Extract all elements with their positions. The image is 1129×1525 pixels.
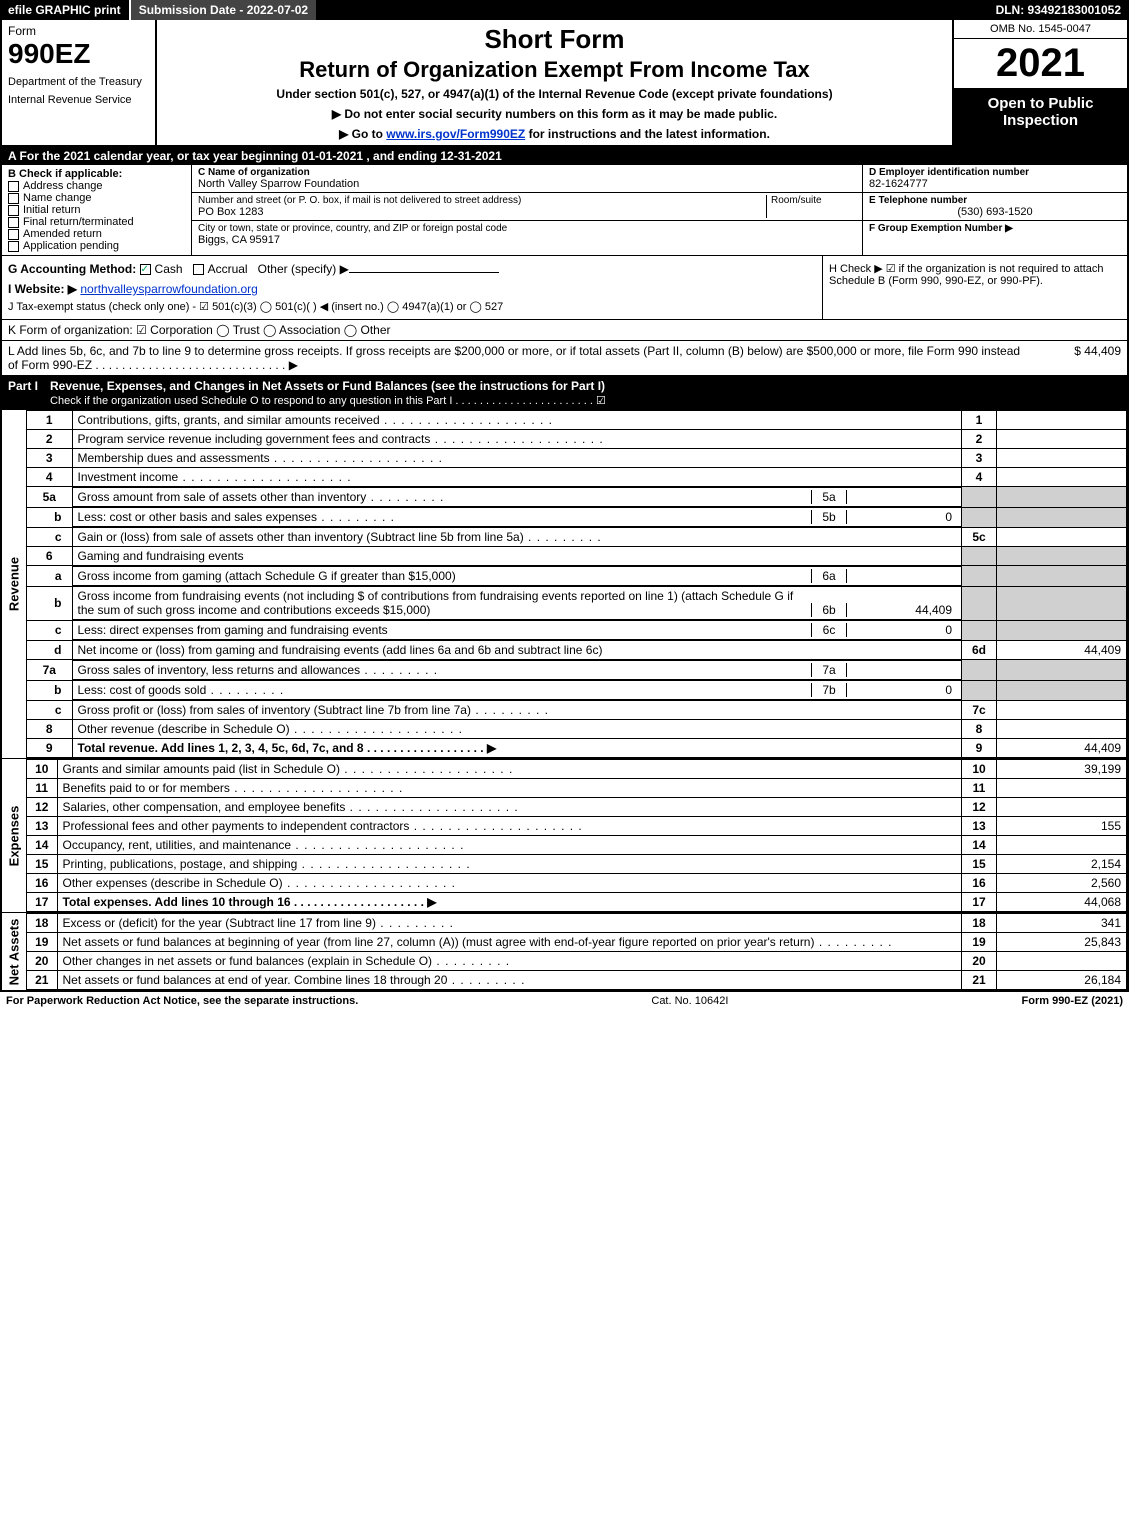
box-e: E Telephone number (530) 693-1520: [863, 193, 1127, 221]
line-g: G Accounting Method: Cash Accrual Other …: [2, 256, 822, 319]
form-number: 990EZ: [8, 38, 149, 70]
line-2: 2 Program service revenue including gove…: [27, 430, 1127, 449]
check-amended[interactable]: Amended return: [8, 228, 185, 240]
expenses-side-label: Expenses: [2, 759, 27, 912]
telephone: (530) 693-1520: [869, 206, 1121, 218]
line-9: 9 Total revenue. Add lines 1, 2, 3, 4, 5…: [27, 739, 1127, 758]
line-20: 20 Other changes in net assets or fund b…: [27, 952, 1127, 971]
line-7a: 7a Gross sales of inventory, less return…: [27, 660, 1127, 681]
line-5c: c Gain or (loss) from sale of assets oth…: [27, 528, 1127, 547]
line-7c: c Gross profit or (loss) from sales of i…: [27, 701, 1127, 720]
street: PO Box 1283: [198, 206, 766, 218]
topbar: efile GRAPHIC print Submission Date - 20…: [0, 0, 1129, 20]
line-k: K Form of organization: ☑ Corporation ◯ …: [2, 320, 1127, 341]
line-l: L Add lines 5b, 6c, and 7b to line 9 to …: [2, 341, 1127, 376]
check-address[interactable]: Address change: [8, 180, 185, 192]
irs-link[interactable]: www.irs.gov/Form990EZ: [386, 127, 525, 141]
line-5b: b Less: cost or other basis and sales ex…: [27, 507, 1127, 528]
line-15: 15 Printing, publications, postage, and …: [27, 855, 1127, 874]
gross-receipts: $ 44,409: [1021, 344, 1121, 372]
dln: DLN: 93492183001052: [988, 0, 1129, 20]
dept-treasury: Department of the Treasury: [8, 76, 149, 88]
part1-label: Part I: [8, 379, 50, 407]
line-16: 16 Other expenses (describe in Schedule …: [27, 874, 1127, 893]
form-label: Form: [8, 24, 149, 38]
org-info-block: B Check if applicable: Address change Na…: [2, 165, 1127, 256]
box-f: F Group Exemption Number ▶: [863, 221, 1127, 255]
short-form-title: Short Form: [165, 24, 944, 55]
revenue-side-label: Revenue: [2, 410, 27, 758]
line-6a: a Gross income from gaming (attach Sched…: [27, 566, 1127, 587]
netassets-side-label: Net Assets: [2, 913, 27, 990]
line-21: 21 Net assets or fund balances at end of…: [27, 971, 1127, 990]
form-body: A For the 2021 calendar year, or tax yea…: [0, 147, 1129, 992]
box-def: D Employer identification number 82-1624…: [862, 165, 1127, 255]
instruction-2: ▶ Go to www.irs.gov/Form990EZ for instru…: [165, 127, 944, 141]
footer-catno: Cat. No. 10642I: [358, 995, 1021, 1007]
street-cell: Number and street (or P. O. box, if mail…: [192, 193, 862, 221]
org-name: North Valley Sparrow Foundation: [198, 178, 856, 190]
line-h: H Check ▶ ☑ if the organization is not r…: [822, 256, 1127, 319]
line-10: 10 Grants and similar amounts paid (list…: [27, 760, 1127, 779]
line-18: 18 Excess or (deficit) for the year (Sub…: [27, 914, 1127, 933]
box-c: C Name of organization North Valley Spar…: [192, 165, 862, 255]
line-19: 19 Net assets or fund balances at beginn…: [27, 933, 1127, 952]
line-6d: d Net income or (loss) from gaming and f…: [27, 641, 1127, 660]
header-left: Form 990EZ Department of the Treasury In…: [2, 20, 157, 145]
line-6b: b Gross income from fundraising events (…: [27, 586, 1127, 620]
tax-year: 2021: [954, 39, 1127, 89]
ein: 82-1624777: [869, 178, 1121, 190]
room-suite-label: Room/suite: [766, 195, 856, 218]
line-5a: 5a Gross amount from sale of assets othe…: [27, 487, 1127, 508]
submission-date: Submission Date - 2022-07-02: [131, 0, 316, 20]
part1-header: Part I Revenue, Expenses, and Changes in…: [2, 376, 1127, 410]
line-13: 13 Professional fees and other payments …: [27, 817, 1127, 836]
header-right: OMB No. 1545-0047 2021 Open to Public In…: [952, 20, 1127, 145]
city: Biggs, CA 95917: [198, 234, 856, 246]
line-j: J Tax-exempt status (check only one) - ☑…: [8, 300, 816, 313]
check-name[interactable]: Name change: [8, 192, 185, 204]
page-footer: For Paperwork Reduction Act Notice, see …: [0, 992, 1129, 1010]
city-cell: City or town, state or province, country…: [192, 221, 862, 248]
form-header: Form 990EZ Department of the Treasury In…: [0, 20, 1129, 147]
line-4: 4 Investment income 4: [27, 468, 1127, 487]
check-initial[interactable]: Initial return: [8, 204, 185, 216]
line-i: I Website: ▶ northvalleysparrowfoundatio…: [8, 282, 816, 296]
line-17: 17 Total expenses. Add lines 10 through …: [27, 893, 1127, 912]
box-d: D Employer identification number 82-1624…: [863, 165, 1127, 193]
website-link[interactable]: northvalleysparrowfoundation.org: [80, 282, 257, 296]
footer-form: Form 990-EZ (2021): [1022, 995, 1123, 1007]
footer-left: For Paperwork Reduction Act Notice, see …: [6, 995, 358, 1007]
line-8: 8 Other revenue (describe in Schedule O)…: [27, 720, 1127, 739]
open-public-badge: Open to Public Inspection: [954, 89, 1127, 145]
line-7b: b Less: cost of goods sold 7b 0: [27, 680, 1127, 701]
line-6c: c Less: direct expenses from gaming and …: [27, 620, 1127, 641]
revenue-section: Revenue 1 Contributions, gifts, grants, …: [2, 410, 1127, 759]
line-3: 3 Membership dues and assessments 3: [27, 449, 1127, 468]
efile-label[interactable]: efile GRAPHIC print: [0, 0, 131, 20]
instruction-1: ▶ Do not enter social security numbers o…: [165, 107, 944, 121]
check-cash[interactable]: [140, 264, 151, 275]
box-b: B Check if applicable: Address change Na…: [2, 165, 192, 255]
org-name-cell: C Name of organization North Valley Spar…: [192, 165, 862, 193]
line-12: 12 Salaries, other compensation, and emp…: [27, 798, 1127, 817]
header-center: Short Form Return of Organization Exempt…: [157, 20, 952, 145]
form-title: Return of Organization Exempt From Incom…: [165, 57, 944, 83]
line-14: 14 Occupancy, rent, utilities, and maint…: [27, 836, 1127, 855]
line-1: 1 Contributions, gifts, grants, and simi…: [27, 411, 1127, 430]
box-b-label: B Check if applicable:: [8, 168, 185, 180]
form-subtitle: Under section 501(c), 527, or 4947(a)(1)…: [165, 87, 944, 101]
line-a: A For the 2021 calendar year, or tax yea…: [2, 147, 1127, 165]
line-6: 6 Gaming and fundraising events: [27, 547, 1127, 566]
check-accrual[interactable]: [193, 264, 204, 275]
netassets-section: Net Assets 18 Excess or (deficit) for th…: [2, 913, 1127, 990]
expenses-section: Expenses 10 Grants and similar amounts p…: [2, 759, 1127, 913]
gh-block: G Accounting Method: Cash Accrual Other …: [2, 256, 1127, 320]
line-11: 11 Benefits paid to or for members 11: [27, 779, 1127, 798]
check-final[interactable]: Final return/terminated: [8, 216, 185, 228]
omb-number: OMB No. 1545-0047: [954, 20, 1127, 39]
dept-irs: Internal Revenue Service: [8, 94, 149, 106]
check-pending[interactable]: Application pending: [8, 240, 185, 252]
